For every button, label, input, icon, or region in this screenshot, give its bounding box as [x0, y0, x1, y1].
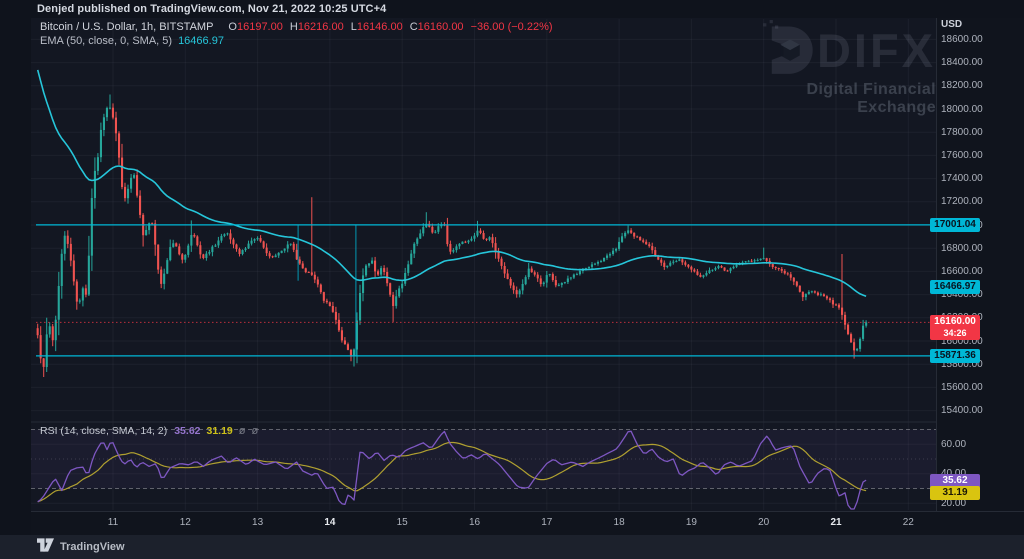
time-axis[interactable]: [31, 511, 1024, 536]
price-level-badge: 16466.97: [930, 279, 980, 294]
price-tick-label: 18600.00: [941, 33, 983, 45]
date-tick-label: 13: [252, 517, 264, 528]
price-tick-label: 17800.00: [941, 126, 983, 138]
rsi-value-badge: 31.19: [930, 486, 980, 501]
high-label: H: [289, 21, 298, 33]
price-tick-label: 15600.00: [941, 381, 983, 393]
price-tick-label: 16800.00: [941, 242, 983, 254]
price-tick-label: 17600.00: [941, 149, 983, 161]
date-tick-label: 16: [468, 517, 481, 528]
rsi-label: RSI (14, close, SMA, 14, 2): [40, 425, 168, 437]
price-tick-label: 18200.00: [941, 80, 983, 92]
price-axis-currency: USD: [941, 19, 963, 30]
last-price-badge: 16160.00 34:26: [930, 315, 980, 341]
footer-bar: TradingView: [0, 535, 1024, 559]
date-tick-label: 21: [830, 517, 842, 528]
date-tick-label: 11: [107, 517, 119, 528]
date-tick-label: 22: [902, 517, 914, 528]
rsi-value: 35.62: [174, 425, 201, 437]
date-tick-label: 19: [685, 517, 697, 528]
low-value: 16146.00: [356, 21, 403, 33]
tradingview-footer-link[interactable]: TradingView: [60, 541, 125, 553]
rsi-legend: RSI (14, close, SMA, 14, 2) 35.62 31.19 ø ø: [40, 425, 258, 437]
attribution: Denjed published on TradingView.com, Nov…: [37, 3, 387, 15]
price-tick-label: 18000.00: [941, 103, 983, 115]
low-label: L: [350, 21, 357, 33]
price-tick-label: 16000.00: [941, 335, 983, 347]
open-value: 16197.00: [236, 21, 283, 33]
price-axis[interactable]: [936, 18, 1024, 511]
date-tick-label: 12: [179, 517, 191, 528]
countdown-timer: 34:26: [943, 328, 967, 339]
price-level-badge: 17001.04: [930, 217, 980, 232]
rsi-settings-icon[interactable]: ø: [251, 425, 259, 437]
symbol-legend: Bitcoin / U.S. Dollar, 1h, BITSTAMP O1619…: [40, 21, 553, 33]
chart-canvas[interactable]: [31, 18, 936, 511]
date-tick-label: 17: [541, 517, 553, 528]
rsi-sma-value: 31.19: [206, 425, 233, 437]
close-value: 16160.00: [417, 21, 464, 33]
ema-label: EMA (50, close, 0, SMA, 5): [40, 35, 173, 47]
date-tick-label: 15: [396, 517, 408, 528]
date-tick-label: 14: [324, 517, 336, 528]
ema-legend: EMA (50, close, 0, SMA, 5) 16466.97: [40, 35, 224, 47]
high-value: 16216.00: [297, 21, 344, 33]
price-tick-label: 17200.00: [941, 196, 983, 208]
rsi-value-badge: 35.62: [930, 473, 980, 488]
date-tick-label: 20: [758, 517, 770, 528]
open-label: O: [228, 21, 237, 33]
date-tick-label: 18: [613, 517, 625, 528]
price-tick-label: 16600.00: [941, 265, 983, 277]
price-tick-label: 17400.00: [941, 173, 983, 185]
price-tick-label: 15400.00: [941, 405, 983, 417]
price-level-badge: 15871.36: [930, 348, 980, 363]
tradingview-logo-icon[interactable]: [37, 537, 54, 557]
change-value: −36.00 (−0.22%): [470, 21, 553, 33]
ema-value: 16466.97: [178, 35, 224, 47]
price-tick-label: 18400.00: [941, 57, 983, 69]
close-label: C: [409, 21, 418, 33]
rsi-tick-label: 20.00: [941, 497, 967, 509]
rsi-tick-label: 60.00: [941, 438, 967, 450]
symbol-title: Bitcoin / U.S. Dollar, 1h, BITSTAMP: [40, 21, 214, 33]
price-tick-label: 16400.00: [941, 289, 983, 301]
price-tick-label: 15800.00: [941, 358, 983, 370]
rsi-hide-icon[interactable]: ø: [238, 425, 246, 437]
